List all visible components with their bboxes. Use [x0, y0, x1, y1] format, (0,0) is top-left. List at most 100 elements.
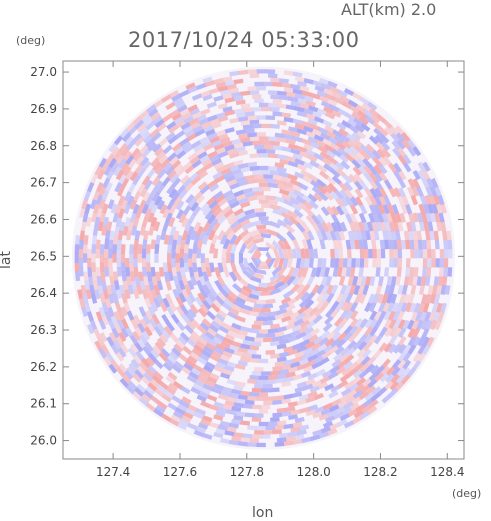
echo-cell — [427, 285, 434, 295]
echo-cell — [233, 432, 244, 438]
echo-cell — [331, 109, 342, 118]
echo-cell — [396, 267, 402, 277]
echo-cell — [294, 215, 305, 226]
echo-cell — [368, 334, 378, 345]
echo-cell — [197, 325, 208, 335]
echo-cell — [207, 230, 216, 241]
echo-cell — [287, 335, 298, 343]
echo-cell — [410, 284, 417, 295]
echo-cell — [228, 422, 239, 429]
echo-cell — [322, 322, 333, 333]
echo-cell — [397, 319, 406, 330]
echo-cell — [258, 421, 269, 427]
echo-cell — [351, 375, 362, 385]
echo-cell — [283, 70, 294, 76]
echo-cell — [196, 394, 207, 403]
echo-cell — [285, 186, 296, 194]
echo-cell — [237, 215, 249, 224]
echo-cell — [412, 170, 421, 181]
echo-cell — [204, 80, 215, 87]
echo-cell — [287, 258, 293, 269]
echo-cell — [150, 203, 159, 215]
echo-cell — [253, 367, 264, 372]
echo-cell — [251, 140, 262, 146]
echo-cell — [255, 299, 266, 305]
echo-cell — [153, 326, 163, 337]
echo-cell — [161, 176, 171, 187]
echo-cell — [124, 216, 131, 227]
echo-cell — [270, 340, 280, 347]
echo-cell — [235, 146, 246, 153]
echo-cell — [98, 186, 107, 197]
echo-cell — [265, 315, 276, 322]
echo-cell — [261, 140, 271, 145]
echo-cell — [257, 265, 270, 270]
echo-cell — [197, 292, 206, 303]
echo-cell — [327, 428, 338, 436]
echo-cell — [209, 154, 220, 163]
echo-cell — [107, 306, 115, 318]
echo-cell — [310, 267, 318, 278]
echo-cell — [276, 232, 287, 243]
echo-cell — [392, 147, 402, 158]
x-tick-label: 127.6 — [163, 465, 197, 479]
echo-cell — [372, 349, 382, 360]
echo-cell — [181, 415, 192, 423]
echo-cell — [171, 112, 182, 121]
echo-cell — [366, 150, 377, 160]
echo-cell — [397, 284, 404, 295]
echo-cell — [269, 273, 281, 283]
echo-cell — [108, 157, 117, 168]
echo-cell — [129, 271, 136, 282]
echo-cell — [141, 258, 147, 268]
echo-cell — [423, 221, 430, 232]
echo-cell — [279, 368, 289, 375]
echo-cell — [139, 334, 148, 345]
echo-cell — [150, 239, 156, 250]
echo-cell — [292, 374, 303, 381]
echo-cell — [361, 404, 372, 414]
echo-cell — [361, 102, 372, 112]
echo-cell — [126, 230, 132, 241]
echo-cell — [78, 258, 84, 268]
echo-cell — [281, 176, 292, 183]
echo-cell — [265, 115, 276, 120]
echo-cell — [270, 204, 281, 211]
echo-cell — [352, 166, 362, 176]
echo-cell — [143, 134, 153, 144]
echo-cell — [388, 221, 396, 232]
echo-cell — [220, 438, 230, 444]
echo-cell — [419, 285, 425, 296]
echo-cell — [191, 319, 201, 329]
echo-cell — [305, 100, 317, 107]
echo-cell — [227, 216, 238, 226]
echo-cell — [419, 221, 425, 232]
echo-cell — [277, 154, 287, 160]
echo-cell — [251, 307, 262, 313]
echo-cell — [353, 369, 363, 379]
echo-cell — [303, 78, 314, 85]
echo-cell — [125, 122, 136, 132]
echo-cell — [213, 365, 224, 373]
echo-cell — [175, 284, 183, 295]
echo-cell — [256, 316, 266, 322]
echo-cell — [278, 338, 289, 345]
echo-cell — [251, 417, 262, 422]
echo-cell — [386, 230, 393, 241]
echo-cell — [311, 221, 320, 233]
echo-cell — [358, 391, 369, 400]
echo-cell — [272, 82, 283, 87]
echo-cell — [272, 429, 282, 435]
echo-cell — [321, 157, 332, 166]
echo-cell — [289, 216, 300, 226]
echo-cell — [408, 212, 415, 223]
echo-cell — [319, 239, 326, 250]
echo-cell — [165, 131, 176, 141]
echo-cell — [354, 144, 365, 155]
echo-cell — [180, 313, 190, 324]
echo-cell — [152, 115, 163, 125]
echo-cell — [360, 230, 367, 241]
echo-cell — [237, 360, 248, 367]
echo-cell — [95, 239, 101, 250]
echo-cell — [126, 275, 132, 286]
